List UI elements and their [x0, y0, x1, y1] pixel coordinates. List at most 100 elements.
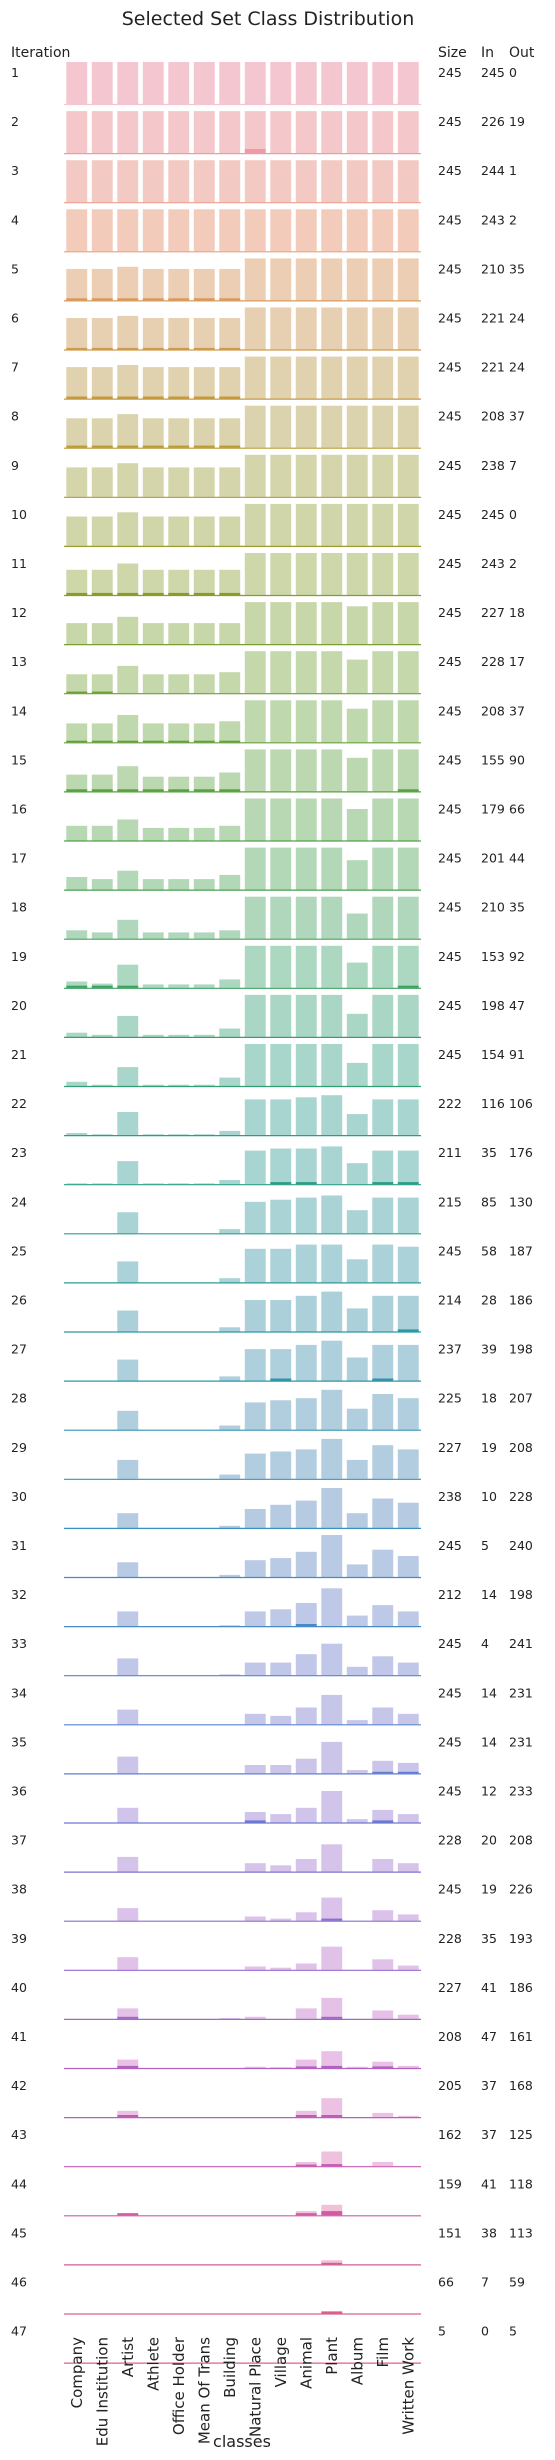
class-bar — [219, 318, 241, 350]
class-bar — [193, 827, 215, 841]
class-bar — [168, 318, 190, 350]
size-header-label: Size — [438, 45, 467, 61]
class-bar — [117, 1161, 139, 1185]
in-value: 10 — [481, 1489, 497, 1504]
out-value: 118 — [509, 2176, 533, 2191]
class-bar — [346, 1513, 368, 1528]
size-value: 227 — [438, 1980, 462, 1995]
iteration-row: 30 238 10 228 — [11, 1488, 533, 1530]
class-bar — [91, 62, 113, 104]
class-bar — [142, 723, 164, 743]
class-bar — [295, 1859, 317, 1872]
iteration-label: 44 — [11, 2176, 27, 2191]
new-member-bar — [117, 2065, 139, 2068]
class-bar — [168, 111, 190, 154]
class-bar — [168, 1183, 190, 1185]
out-value: 228 — [509, 1489, 533, 1504]
class-bar — [244, 1509, 266, 1528]
class-bar — [346, 307, 368, 350]
class-bar — [91, 367, 113, 399]
class-bar — [66, 160, 88, 203]
class-bar — [397, 1449, 419, 1479]
class-bar — [372, 307, 394, 350]
size-value: 245 — [438, 65, 462, 80]
class-bar — [193, 318, 215, 350]
class-bar — [270, 700, 292, 743]
class-bar — [346, 160, 368, 203]
in-value: 28 — [481, 1293, 497, 1308]
class-bar — [346, 1163, 368, 1185]
iteration-row: 23 211 35 176 — [11, 1145, 533, 1186]
new-member-bar — [270, 1182, 292, 1185]
class-bar — [321, 847, 343, 890]
class-bar — [346, 62, 368, 104]
class-bar — [219, 1425, 241, 1430]
class-bar — [372, 2061, 394, 2068]
out-value: 193 — [509, 1931, 533, 1946]
new-member-bar — [91, 985, 113, 988]
size-value: 227 — [438, 1440, 462, 1455]
size-value: 5 — [438, 2324, 446, 2339]
iteration-label: 19 — [11, 949, 27, 964]
iteration-row: 42 205 37 168 — [11, 2078, 533, 2119]
class-bar — [142, 160, 164, 203]
new-member-bar — [219, 396, 241, 399]
iteration-label: 47 — [11, 2324, 27, 2339]
class-bar — [295, 1707, 317, 1725]
class-bar — [397, 1863, 419, 1872]
out-value: 2 — [509, 212, 517, 227]
size-value: 222 — [438, 1096, 462, 1111]
iteration-label: 31 — [11, 1538, 27, 1553]
iteration-label: 33 — [11, 1636, 27, 1651]
in-value: 208 — [481, 703, 505, 718]
new-member-bar — [270, 1378, 292, 1381]
class-bar — [117, 1658, 139, 1676]
iteration-row: 27 237 39 198 — [11, 1340, 533, 1382]
iteration-row: 36 245 12 233 — [11, 1784, 533, 1824]
class-bar — [66, 62, 88, 104]
class-bar — [66, 268, 88, 301]
x-tick-label: Edu Institution — [93, 2337, 111, 2446]
new-member-bar — [142, 347, 164, 350]
class-bar — [321, 1244, 343, 1283]
class-bar — [397, 1246, 419, 1283]
iteration-label: 15 — [11, 752, 27, 767]
class-bar — [270, 1349, 292, 1381]
class-bar — [372, 1150, 394, 1185]
out-value: 35 — [509, 261, 525, 276]
iteration-row: 12 245 227 18 — [11, 602, 525, 646]
class-bar — [244, 356, 266, 399]
size-value: 238 — [438, 1489, 462, 1504]
class-bar — [168, 418, 190, 448]
class-bar — [117, 266, 139, 301]
class-bar — [397, 307, 419, 350]
class-bar — [91, 723, 113, 743]
class-bar — [397, 1344, 419, 1381]
class-bar — [219, 1574, 241, 1577]
class-bar — [193, 1034, 215, 1037]
class-bar — [397, 847, 419, 890]
class-bar — [244, 1812, 266, 1823]
class-bar — [66, 569, 88, 595]
x-tick-labels: Company Edu Institution Artist Athlete Offic… — [68, 2336, 418, 2446]
class-bar — [321, 1694, 343, 1725]
class-bar — [117, 209, 139, 252]
size-value: 159 — [438, 2176, 462, 2191]
out-value: 47 — [509, 998, 525, 1013]
out-value: 241 — [509, 1636, 533, 1651]
class-bar — [168, 160, 190, 203]
in-value: 201 — [481, 851, 505, 866]
in-value: 5 — [481, 1538, 489, 1553]
class-bar — [321, 356, 343, 399]
class-bar — [219, 1130, 241, 1136]
class-bar — [372, 1344, 394, 1381]
class-bar — [142, 318, 164, 350]
class-bar — [295, 602, 317, 645]
in-value: 35 — [481, 1931, 497, 1946]
class-bar — [91, 467, 113, 497]
class-bar — [219, 1525, 241, 1528]
class-bar — [397, 1556, 419, 1577]
new-member-bar — [91, 592, 113, 595]
out-value: 198 — [509, 1587, 533, 1602]
new-member-bar — [295, 1182, 317, 1185]
